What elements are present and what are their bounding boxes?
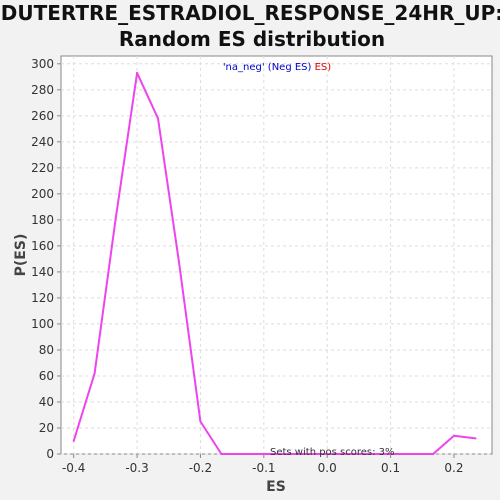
data-point [283,453,286,455]
y-tick-label: 160 [31,239,54,253]
data-point [432,453,435,455]
legend-part-0: 'na_neg' ( [223,62,272,73]
x-tick-label: -0.3 [125,461,148,475]
data-point [177,260,180,263]
y-axis-label: P(ES) [13,234,29,277]
series-line-0 [72,71,476,455]
data-point [72,439,75,442]
x-tick-label: 0.0 [318,461,337,475]
y-tick-label: 200 [31,187,54,201]
data-point [326,453,329,455]
x-axis-label: ES [266,479,286,495]
y-axis: 0 20 40 60 80 100 120 140 160 180 200 220 240 260 280 3… [31,57,61,461]
legend-part-2: ) [308,62,312,73]
grid [61,56,492,455]
x-tick-label: -0.1 [252,461,275,475]
data-point [93,372,96,375]
y-tick-label: 20 [39,421,54,435]
data-point [136,71,139,74]
data-point [114,218,117,221]
legend-part-1: Neg ES [272,62,308,73]
data-point [411,453,414,455]
data-point [156,117,159,120]
y-tick-label: 240 [31,135,54,149]
y-tick-label: 260 [31,109,54,123]
y-tick-label: 120 [31,291,54,305]
chart-title-line2: Random ES distribution [119,27,385,51]
plot-area [60,55,493,455]
y-tick-label: 60 [39,369,54,383]
y-tick-label: 140 [31,265,54,279]
x-tick-label: 0.1 [381,461,400,475]
y-tick-label: 220 [31,161,54,175]
x-axis: -0.4 -0.3 -0.2 -0.1 0.0 0.1 0.2 [62,454,464,475]
series-group [72,71,477,455]
y-tick-label: 280 [31,83,54,97]
data-point [474,437,477,440]
y-tick-label: 100 [31,317,54,331]
chart-legend: 'na_neg' (Neg ES) ES) [223,62,331,73]
chart-title-line1: DUTERTRE_ESTRADIOL_RESPONSE_24HR_UP: [1,1,500,25]
data-point [389,453,392,455]
y-tick-label: 80 [39,343,54,357]
x-tick-label: -0.2 [189,461,212,475]
y-tick-label: 180 [31,213,54,227]
x-tick-label: 0.2 [444,461,463,475]
y-tick-label: 40 [39,395,54,409]
data-point [199,420,202,423]
data-point [347,453,350,455]
data-point [241,453,244,455]
y-tick-label: 300 [31,57,54,71]
data-point [368,453,371,455]
data-point [262,453,265,455]
data-point [304,453,307,455]
y-tick-label: 0 [46,447,54,461]
x-tick-label: -0.4 [62,461,85,475]
chart-annotation: Sets with pos scores: 3% [270,447,395,458]
legend-part-3: ES) [311,62,331,73]
data-point [220,453,223,455]
data-point [452,434,455,437]
